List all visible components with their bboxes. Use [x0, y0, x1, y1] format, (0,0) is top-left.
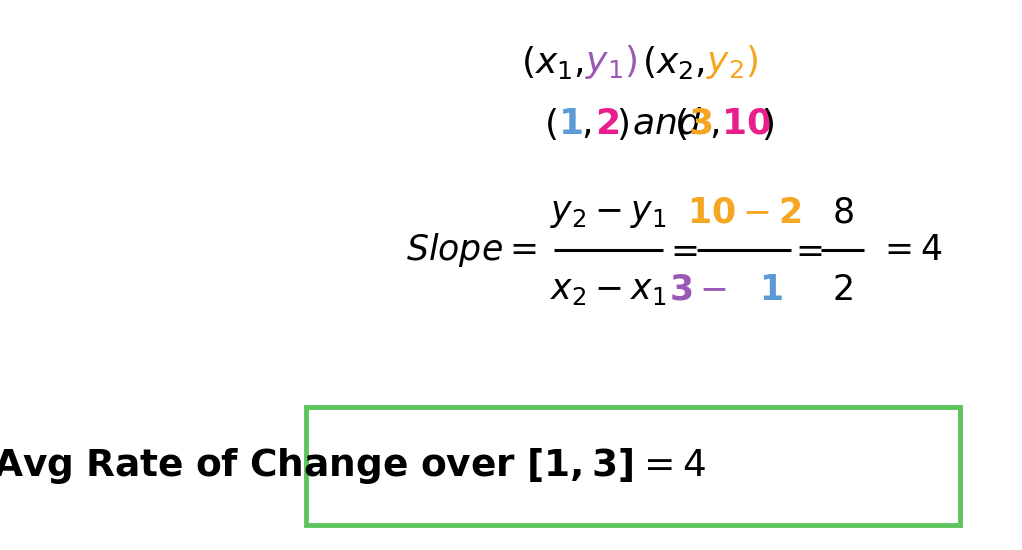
- Text: $\mathbf{3}$: $\mathbf{3}$: [688, 107, 712, 141]
- Text: $y_1)$: $y_1)$: [585, 43, 637, 81]
- Text: $= 4$: $= 4$: [878, 233, 942, 267]
- Text: $y_2 - y_1$: $y_2 - y_1$: [550, 196, 666, 230]
- Text: $8$: $8$: [832, 196, 853, 230]
- Text: $\mathbf{1}$: $\mathbf{1}$: [558, 107, 583, 141]
- Text: $Slope =$: $Slope =$: [406, 231, 537, 270]
- Text: $\mathbf{10}$: $\mathbf{10}$: [722, 107, 772, 141]
- Text: $,$: $,$: [580, 107, 591, 141]
- Text: $,$: $,$: [709, 107, 719, 141]
- Text: $= 4$: $= 4$: [636, 448, 706, 484]
- Text: $(x_1,$: $(x_1,$: [520, 43, 584, 81]
- Text: $)$: $)$: [615, 106, 629, 141]
- Text: $x_2 - x_1$: $x_2 - x_1$: [550, 273, 666, 307]
- Text: $\mathbf{2}$: $\mathbf{2}$: [595, 107, 618, 141]
- Text: $=$: $=$: [664, 233, 698, 267]
- Polygon shape: [306, 406, 961, 525]
- Text: $2$: $2$: [832, 273, 852, 307]
- Text: $\mathbf{1}$: $\mathbf{1}$: [759, 273, 783, 307]
- Text: $=$: $=$: [789, 233, 823, 267]
- Text: $\mathbf{10} - \mathbf{2}$: $\mathbf{10} - \mathbf{2}$: [687, 196, 801, 230]
- Text: $\bf{Avg\ Rate\ of\ Change\ over\ [1,3]}$: $\bf{Avg\ Rate\ of\ Change\ over\ [1,3]}…: [0, 446, 633, 486]
- Text: $\mathbf{3} -$: $\mathbf{3} -$: [669, 273, 728, 307]
- Text: $($: $($: [673, 106, 687, 141]
- Text: $($: $($: [544, 106, 557, 141]
- Text: $and$: $and$: [633, 107, 702, 141]
- Text: $y_2)$: $y_2)$: [705, 43, 758, 81]
- Text: $(x_2,$: $(x_2,$: [642, 43, 704, 81]
- Text: $)$: $)$: [760, 106, 774, 141]
